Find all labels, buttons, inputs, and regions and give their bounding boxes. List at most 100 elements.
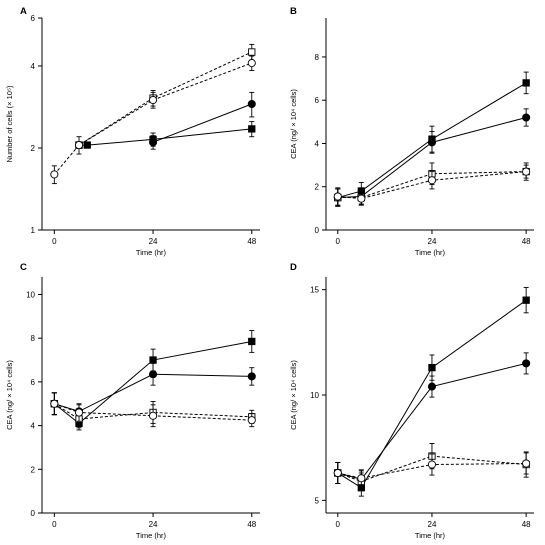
x-tick-label: 0	[52, 520, 57, 529]
series-line	[337, 455, 527, 482]
y-tick-label: 2	[315, 183, 320, 192]
series-line	[337, 171, 527, 200]
data-point	[50, 170, 59, 179]
x-axis-label: Time (hr)	[415, 248, 446, 257]
data-point	[333, 192, 342, 201]
panel-d: D 0 24 48 5 10 15 Time (hr) CEA (ng/ × 10⁴ cells…	[289, 262, 534, 540]
data-point	[149, 356, 157, 364]
data-point	[149, 138, 158, 147]
x-tick-label: 48	[247, 520, 256, 529]
series-open-square	[75, 43, 256, 149]
y-tick-label: 10	[310, 391, 319, 400]
panel-letter: C	[20, 262, 27, 273]
data-point	[427, 460, 437, 469]
data-point	[522, 459, 531, 468]
data-point	[149, 411, 158, 420]
data-point	[247, 372, 256, 381]
y-tick-label: 5	[315, 496, 320, 505]
x-tick-label: 0	[336, 237, 341, 246]
y-tick-label: 15	[310, 286, 319, 295]
x-axis-label: Time (hr)	[136, 248, 167, 257]
series-open-circle	[50, 392, 256, 428]
data-point	[149, 95, 158, 105]
y-tick-label: 10	[26, 290, 35, 299]
y-axis-label: CEA (ng/ × 10⁴ cells)	[289, 89, 298, 159]
x-tick-label: 0	[336, 520, 341, 529]
data-point	[357, 194, 366, 203]
data-point	[427, 382, 437, 391]
series-line	[337, 117, 527, 199]
x-tick-label: 48	[522, 237, 531, 246]
series-line	[54, 373, 252, 412]
y-tick-label: 6	[315, 96, 320, 105]
x-tick-label: 24	[149, 520, 158, 529]
data-point	[247, 99, 256, 109]
x-tick-label: 24	[428, 520, 437, 529]
data-point	[522, 359, 531, 368]
panel-letter: A	[20, 6, 27, 17]
series-line	[53, 62, 252, 175]
data-point	[74, 141, 84, 150]
series-open-circle	[333, 452, 531, 488]
data-point	[83, 141, 91, 149]
data-point	[248, 48, 256, 56]
data-point	[428, 363, 436, 372]
y-tick-label: 4	[31, 62, 36, 71]
series-line	[337, 362, 527, 480]
y-tick-label: 2	[31, 144, 36, 153]
series-line	[337, 299, 527, 489]
series-line	[79, 128, 252, 146]
series-open-circle	[333, 164, 531, 206]
data-point	[522, 167, 531, 176]
x-tick-label: 0	[52, 237, 57, 246]
y-axis-label: CEA (ng/ × 10⁴ cells)	[5, 360, 14, 430]
x-axis-label: Time (hr)	[136, 531, 167, 540]
data-point	[427, 138, 437, 147]
y-tick-label: 6	[31, 378, 36, 387]
y-tick-label: 6	[31, 14, 36, 23]
x-tick-label: 24	[428, 237, 437, 246]
data-point	[357, 474, 366, 483]
data-point	[74, 408, 84, 417]
x-tick-label: 48	[522, 520, 531, 529]
series-open-circle	[50, 55, 256, 185]
series-line	[78, 51, 252, 146]
y-axis-label: CEA (ng/ × 10⁴ cells)	[289, 360, 298, 430]
x-tick-label: 24	[149, 237, 158, 246]
data-point	[247, 416, 256, 425]
panel-letter: B	[290, 6, 297, 17]
data-point	[522, 113, 531, 122]
series-filled-circle	[149, 91, 256, 150]
series-line	[337, 462, 527, 479]
y-tick-label: 0	[315, 226, 320, 235]
data-point	[522, 296, 530, 304]
y-tick-label: 4	[315, 139, 320, 148]
x-tick-label: 48	[247, 237, 256, 246]
series-line	[152, 103, 252, 143]
data-point	[248, 337, 256, 346]
series-line	[54, 403, 252, 420]
data-point	[427, 176, 437, 185]
x-axis-label: Time (hr)	[415, 531, 446, 540]
data-point	[522, 79, 530, 87]
y-tick-label: 1	[31, 226, 36, 235]
series-filled-square	[75, 121, 256, 149]
y-tick-label: 4	[31, 422, 36, 431]
series-line	[54, 340, 252, 425]
y-tick-label: 8	[315, 53, 320, 62]
y-axis-label: Number of cells (× 10⁵)	[5, 85, 14, 163]
data-point	[50, 399, 59, 408]
data-point	[248, 125, 256, 133]
y-tick-label: 0	[31, 509, 36, 518]
y-tick-label: 8	[31, 334, 36, 343]
panel-letter: D	[290, 262, 297, 273]
data-point	[247, 59, 256, 68]
data-point	[149, 370, 158, 379]
y-tick-label: 2	[31, 465, 36, 474]
series-line	[337, 82, 527, 199]
data-point	[333, 468, 342, 478]
